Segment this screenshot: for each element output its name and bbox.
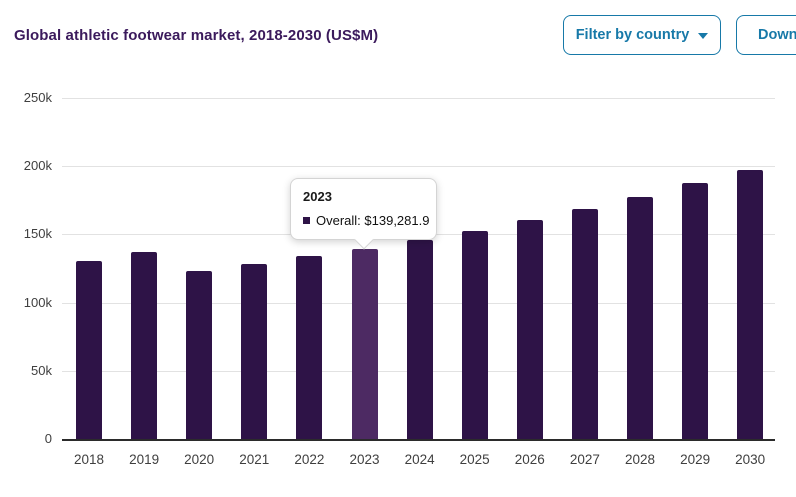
chevron-down-icon xyxy=(698,33,709,39)
x-axis-label-2023: 2023 xyxy=(349,452,380,467)
x-axis-label-2026: 2026 xyxy=(514,452,545,467)
bar-2022[interactable] xyxy=(296,255,323,439)
bar-2020[interactable] xyxy=(186,271,213,439)
x-axis-line xyxy=(62,439,775,441)
x-axis-label-2030: 2030 xyxy=(735,452,766,467)
bar-2018[interactable] xyxy=(76,260,102,439)
bar-2027[interactable] xyxy=(571,209,598,439)
bar-2024[interactable] xyxy=(406,239,433,439)
tooltip: 2023 Overall: $139,281.9 xyxy=(290,178,437,250)
gridline-250k xyxy=(62,98,775,99)
x-axis-label-2025: 2025 xyxy=(459,452,490,467)
y-axis-label-50k: 50k xyxy=(31,362,52,378)
y-axis-label-150k: 150k xyxy=(23,226,52,242)
bar-2023-highlighted[interactable] xyxy=(351,249,378,439)
x-axis-label-2018: 2018 xyxy=(73,452,105,467)
filter-by-country-label: Filter by country xyxy=(575,27,690,43)
x-axis-label-2028: 2028 xyxy=(624,452,656,467)
x-axis-label-2029: 2029 xyxy=(680,452,711,467)
download-label: Download xyxy=(758,27,796,43)
bar-2019[interactable] xyxy=(131,251,158,439)
y-axis-label-100k: 100k xyxy=(23,294,52,310)
bar-2028[interactable] xyxy=(627,197,653,439)
tooltip-title: 2023 xyxy=(303,189,332,204)
x-axis-label-2020: 2020 xyxy=(184,452,215,467)
x-axis-label-2027: 2027 xyxy=(569,452,600,467)
gridline-200k xyxy=(62,166,775,168)
page-title: Global athletic footwear market, 2018-20… xyxy=(14,27,379,44)
y-axis-label-0: 0 xyxy=(44,431,52,446)
tooltip-series-marker-icon xyxy=(303,217,310,224)
filter-by-country-button[interactable]: Filter by country xyxy=(563,15,721,55)
bar-2025[interactable] xyxy=(461,231,488,439)
bar-2021[interactable] xyxy=(241,263,268,439)
x-axis-label-2024: 2024 xyxy=(404,452,435,467)
x-axis-label-2021: 2021 xyxy=(239,452,270,467)
tooltip-series-value: Overall: $139,281.9 xyxy=(316,213,430,228)
bar-2026[interactable] xyxy=(516,220,543,439)
y-axis-label-200k: 200k xyxy=(23,158,52,174)
download-button[interactable]: Download xyxy=(736,15,796,55)
y-axis-label-250k: 250k xyxy=(23,90,52,105)
bar-2029[interactable] xyxy=(682,182,709,439)
x-axis-label-2019: 2019 xyxy=(129,452,160,467)
x-axis-label-2022: 2022 xyxy=(294,452,325,467)
bar-2030[interactable] xyxy=(737,170,764,439)
